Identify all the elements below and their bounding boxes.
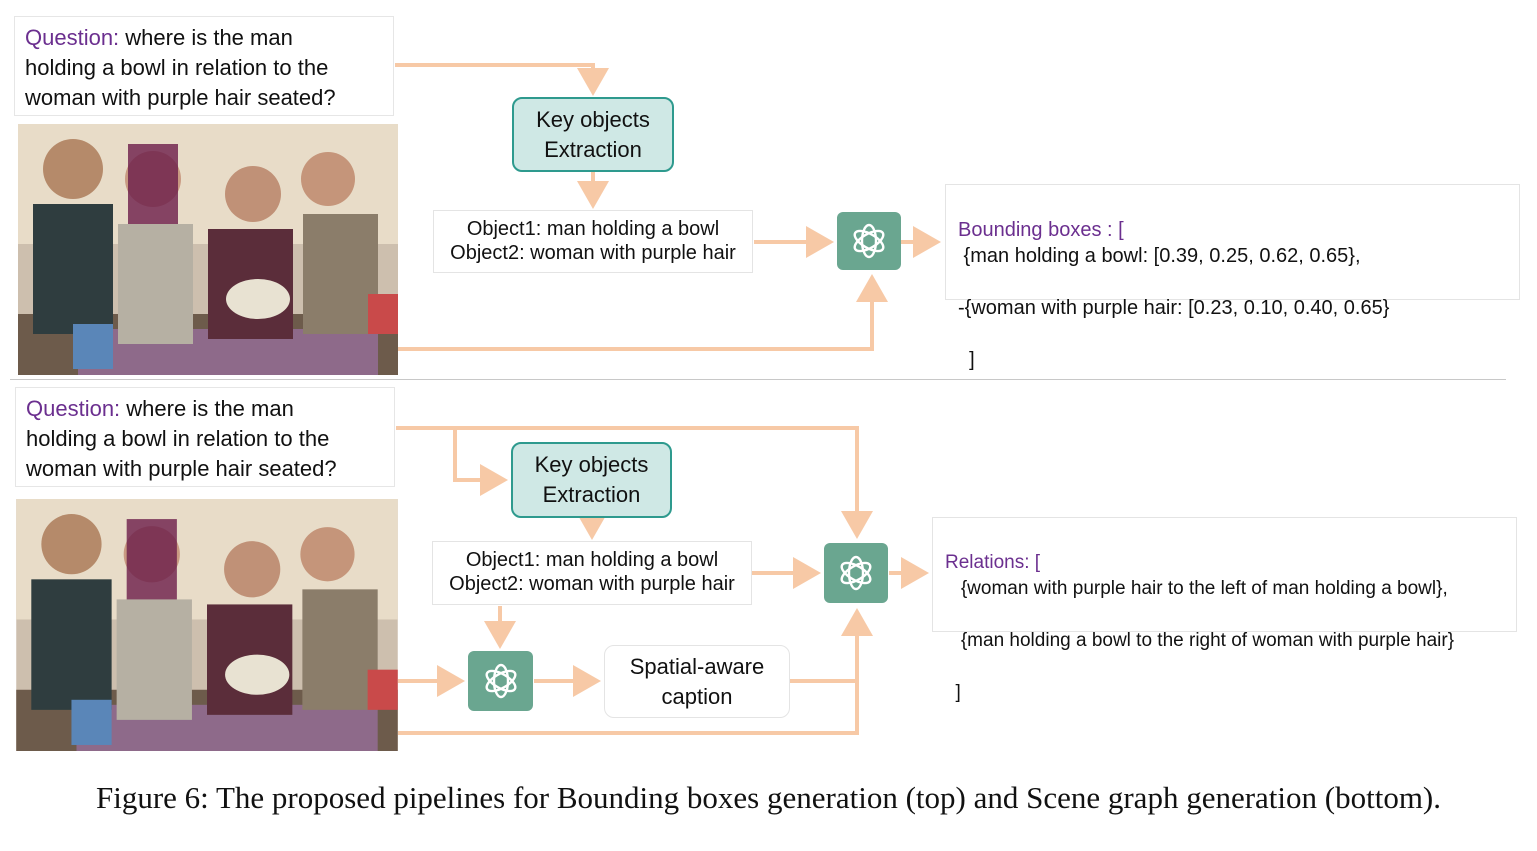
scene-photo-top <box>18 124 398 375</box>
question-box-top: Question: where is the man holding a bow… <box>14 16 394 116</box>
output-line-3: ] <box>958 349 975 371</box>
objects-box-bottom: Object1: man holding a bowl Object2: wom… <box>432 541 752 605</box>
relations-output: Relations: [ {woman with purple hair to … <box>932 517 1517 703</box>
output-line-2: {man holding a bowl to the right of woma… <box>945 630 1455 651</box>
spatial-aware-caption-box: Spatial-aware caption <box>604 645 790 718</box>
key-objects-line-1: Key objects <box>534 452 649 477</box>
figure-caption: Figure 6: The proposed pipelines for Bou… <box>95 780 1442 815</box>
spatial-caption-line-2: caption <box>661 683 733 709</box>
question-label: Question: <box>25 25 120 50</box>
object-1-text: Object1: man holding a bowl <box>465 549 719 571</box>
openai-logo-icon <box>468 651 533 711</box>
output-line-2: -{woman with purple hair: [0.23, 0.10, 0… <box>958 297 1390 319</box>
arrow-image-to-gpt-top <box>398 274 888 351</box>
question-line-1: where is the man <box>125 25 293 50</box>
openai-logo-icon <box>824 543 888 603</box>
key-objects-line-1: Key objects <box>536 106 650 132</box>
output-line-1: {woman with purple hair to the left of m… <box>945 578 1448 599</box>
question-box-bottom: Question: where is the man holding a bow… <box>15 387 395 487</box>
arrow-question-to-key-bottom <box>453 428 508 496</box>
output-line-1: {man holding a bowl: [0.39, 0.25, 0.62, … <box>958 245 1361 267</box>
output-line-3: ] <box>945 682 961 703</box>
object-2-text: Object2: woman with purple hair <box>450 242 736 264</box>
scene-photo-bottom <box>16 499 398 751</box>
question-label: Question: <box>26 396 121 421</box>
question-line-3: woman with purple hair seated? <box>26 456 337 481</box>
object-2-text: Object2: woman with purple hair <box>449 573 735 595</box>
objects-box-top: Object1: man holding a bowl Object2: wom… <box>433 210 753 273</box>
arrow-question-to-gpt-bottom <box>396 426 873 539</box>
key-objects-line-2: Extraction <box>544 136 642 162</box>
arrow-question-to-key-top <box>395 63 609 96</box>
key-objects-line-2: Extraction <box>542 482 641 507</box>
object-1-text: Object1: man holding a bowl <box>466 218 720 240</box>
openai-logo-icon <box>837 212 901 270</box>
question-line-2: holding a bowl in relation to the <box>26 426 330 451</box>
question-line-2: holding a bowl in relation to the <box>25 55 329 80</box>
bounding-boxes-output: Bounding boxes : [ {man holding a bowl: … <box>945 184 1520 371</box>
arrow-image-to-gpt-bottom <box>398 608 873 735</box>
key-objects-extraction-bottom: Key objects Extraction <box>511 442 672 518</box>
section-divider <box>10 379 1506 380</box>
key-objects-extraction-top: Key objects Extraction <box>512 97 674 172</box>
output-label: Relations: [ <box>945 552 1041 573</box>
question-line-3: woman with purple hair seated? <box>25 85 336 110</box>
question-line-1: where is the man <box>126 396 294 421</box>
output-label: Bounding boxes : [ <box>958 219 1124 241</box>
spatial-caption-line-1: Spatial-aware <box>629 653 765 679</box>
